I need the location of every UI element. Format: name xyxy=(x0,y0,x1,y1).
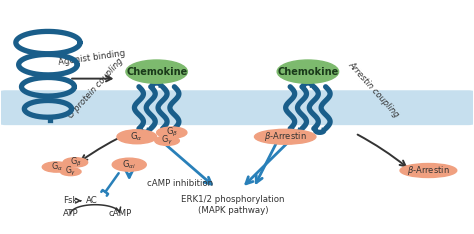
Text: $\beta$-Arrestin: $\beta$-Arrestin xyxy=(264,130,307,143)
Ellipse shape xyxy=(126,60,187,83)
Text: ATP: ATP xyxy=(63,209,79,218)
Text: G$_\gamma$: G$_\gamma$ xyxy=(65,165,76,178)
Text: G$_\beta$: G$_\beta$ xyxy=(166,126,178,139)
Ellipse shape xyxy=(400,164,457,177)
Ellipse shape xyxy=(117,130,156,144)
Text: G$_{\alpha i}$: G$_{\alpha i}$ xyxy=(122,158,136,171)
Ellipse shape xyxy=(60,168,81,176)
Text: Agonist binding: Agonist binding xyxy=(57,49,126,67)
Ellipse shape xyxy=(42,162,71,172)
Text: Arrestin coupling: Arrestin coupling xyxy=(347,60,401,119)
Text: ERK1/2 phosphorylation
(MAPK pathway): ERK1/2 phosphorylation (MAPK pathway) xyxy=(182,195,285,215)
Text: G$_\gamma$: G$_\gamma$ xyxy=(161,134,173,147)
Text: G protein coupling: G protein coupling xyxy=(66,57,125,121)
Ellipse shape xyxy=(63,158,88,167)
Ellipse shape xyxy=(277,60,338,83)
Text: cAMP inhibition: cAMP inhibition xyxy=(147,179,213,188)
Text: G$_\alpha$: G$_\alpha$ xyxy=(51,161,63,173)
Text: G$_\alpha$: G$_\alpha$ xyxy=(130,131,143,143)
Text: Chemokine: Chemokine xyxy=(126,67,187,77)
Ellipse shape xyxy=(155,136,179,145)
Text: AC: AC xyxy=(86,196,97,205)
FancyBboxPatch shape xyxy=(0,90,474,125)
Text: Fsk: Fsk xyxy=(64,196,78,205)
Text: $\beta$-Arrestin: $\beta$-Arrestin xyxy=(407,164,450,177)
Text: G$_\beta$: G$_\beta$ xyxy=(70,156,81,169)
Ellipse shape xyxy=(112,158,146,171)
Ellipse shape xyxy=(255,129,316,144)
Text: cAMP: cAMP xyxy=(108,209,131,218)
Text: Chemokine: Chemokine xyxy=(277,67,338,77)
Ellipse shape xyxy=(156,127,187,138)
